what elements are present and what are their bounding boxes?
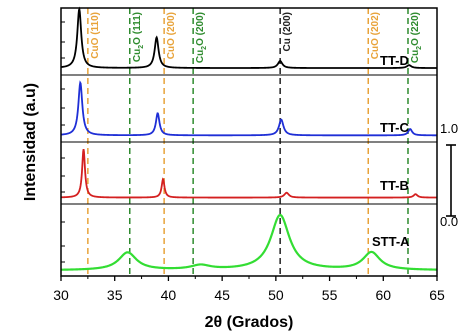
x-tick-label: 50 xyxy=(268,287,284,303)
reference-label: Cu2O (111) xyxy=(132,12,145,62)
x-tick-label: 60 xyxy=(375,287,391,303)
series-label: TT-B xyxy=(380,178,409,193)
reference-label: Cu (200) xyxy=(282,12,293,51)
reference-label: CuO (110) xyxy=(90,12,101,59)
series-line xyxy=(60,213,438,271)
x-tick-label: 65 xyxy=(429,287,445,303)
series-label: TT-D xyxy=(380,53,409,68)
series-traces xyxy=(60,6,438,271)
x-tick-label: 45 xyxy=(214,287,230,303)
x-axis-ticks: 30 35 40 45 50 55 60 65 xyxy=(53,276,445,303)
reference-label: CuO (200) xyxy=(166,12,177,59)
x-tick-label: 30 xyxy=(53,287,69,303)
x-axis-title: 2θ (Grados) xyxy=(205,314,294,331)
reference-label: CuO (202) xyxy=(370,12,381,59)
series-labels: TT-D TT-C TT-B STT-A xyxy=(372,53,410,249)
y-axis-ticks xyxy=(61,21,65,263)
series-label: STT-A xyxy=(372,234,410,249)
scale-bar-top-label: 1.0 xyxy=(440,121,458,136)
x-tick-label: 35 xyxy=(107,287,123,303)
x-tick-label: 55 xyxy=(322,287,338,303)
series-line xyxy=(60,80,437,137)
scale-bar: 1.0 0.0 xyxy=(440,121,458,229)
reference-label: Cu2O (220) xyxy=(410,12,423,63)
x-tick-label: 40 xyxy=(161,287,177,303)
panel-separators xyxy=(61,74,437,205)
scale-bar-bottom-label: 0.0 xyxy=(440,214,458,229)
reference-label: Cu2O (200) xyxy=(195,12,208,63)
y-axis-title: Intensidad (a.u) xyxy=(22,83,39,201)
series-line xyxy=(60,6,437,69)
reference-labels: CuO (110) Cu2O (111) CuO (200) Cu2O (200) Cu… xyxy=(90,12,423,63)
series-line xyxy=(60,148,437,199)
series-label: TT-C xyxy=(380,120,409,135)
